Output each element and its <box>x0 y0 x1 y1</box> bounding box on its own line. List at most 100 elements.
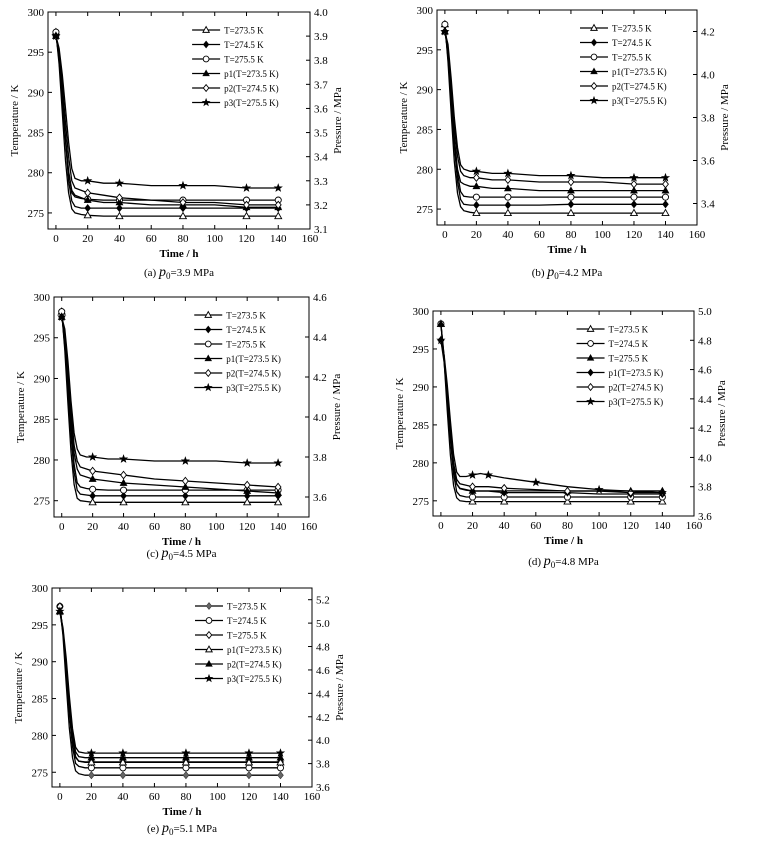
data-point <box>242 458 252 467</box>
y-axis-label: Temperature / K <box>15 371 27 443</box>
data-point <box>629 208 639 217</box>
data-point <box>243 200 250 210</box>
y-tick-label: 285 <box>28 128 45 140</box>
legend-marker <box>587 368 594 377</box>
data-point <box>567 193 575 201</box>
data-point <box>245 753 253 761</box>
legend-marker <box>587 382 594 392</box>
data-point <box>277 771 284 780</box>
data-point <box>626 497 635 505</box>
y-tick-label: 280 <box>28 168 45 180</box>
data-point <box>83 210 92 219</box>
x-tick-label: 20 <box>86 791 98 803</box>
y2-tick-label: 3.6 <box>698 511 712 523</box>
data-point <box>244 748 254 757</box>
x-tick-label: 80 <box>177 233 189 245</box>
data-point <box>88 452 98 461</box>
data-point <box>500 488 508 497</box>
y-tick-label: 275 <box>32 767 49 779</box>
chart-panel-b: 0 20 40 60 80 100 120 140 160 275 280 285 290 295 300 3… <box>398 5 731 281</box>
plot-frame <box>51 587 313 788</box>
series-6 <box>55 606 286 757</box>
legend-marker <box>204 368 212 378</box>
y2-tick-label: 4.0 <box>698 452 712 464</box>
legend-entry: p1(T=273.5 K) <box>227 645 282 655</box>
x-tick-label: 20 <box>87 521 99 533</box>
legend-marker <box>590 81 598 91</box>
legend: T=273.5 K T=274.5 K T=275.5 K p1(T=273.5 K)… <box>195 602 282 684</box>
data-point <box>660 172 671 182</box>
data-point <box>503 184 512 192</box>
legend-entry: T=275.5 K <box>227 631 267 641</box>
y-tick-label: 275 <box>417 204 434 216</box>
y2-tick-label: 5.2 <box>316 595 330 607</box>
data-point <box>242 211 251 220</box>
x-tick-label: 120 <box>622 520 639 532</box>
data-point <box>89 466 97 476</box>
data-point <box>504 201 512 210</box>
y-tick-label: 300 <box>413 306 430 318</box>
x-tick-label: 0 <box>442 229 448 241</box>
legend-entry: p1(T=273.5 K) <box>224 69 279 79</box>
series-5 <box>52 31 282 210</box>
x-tick-label: 60 <box>146 233 158 245</box>
legend-entry: p2(T=274.5 K) <box>224 84 279 94</box>
y-tick-label: 275 <box>413 496 430 508</box>
data-point <box>88 771 95 780</box>
data-point <box>274 482 282 492</box>
data-point <box>243 480 251 490</box>
y2-tick-label: 3.6 <box>316 782 330 794</box>
y2-tick-label: 5.0 <box>316 618 330 630</box>
data-point <box>472 182 481 190</box>
y-tick-label: 300 <box>28 7 45 19</box>
y-tick-label: 290 <box>32 657 49 669</box>
y2-axis-label: Pressure / MPa <box>719 84 731 151</box>
legend-marker <box>202 25 211 33</box>
x-tick-label: 140 <box>272 791 289 803</box>
legend-entry: p3(T=275.5 K) <box>609 397 664 407</box>
data-point <box>563 486 571 496</box>
plot-frame <box>53 296 310 518</box>
y-tick-label: 275 <box>28 208 45 220</box>
legend-marker <box>590 23 598 31</box>
data-point <box>661 193 669 201</box>
series-line <box>55 35 279 208</box>
y2-axis-label: Pressure / MPa <box>332 87 344 154</box>
y2-tick-label: 3.8 <box>698 482 712 494</box>
chart-panel-e: 0 20 40 60 80 100 120 140 160 275 280 285 290 295 300 3… <box>13 583 346 837</box>
x-tick-label: 100 <box>206 233 223 245</box>
series-line <box>440 323 663 503</box>
x-axis-label: Time / h <box>548 244 587 256</box>
legend-marker <box>202 40 210 49</box>
x-tick-label: 140 <box>270 521 287 533</box>
y-tick-label: 280 <box>417 164 434 176</box>
y2-tick-label: 4.0 <box>313 412 327 424</box>
panel-caption: (d) p0=4.8 MPa <box>528 554 599 570</box>
data-point <box>55 606 65 616</box>
y2-tick-label: 3.9 <box>314 31 328 43</box>
plot-frame <box>432 310 695 517</box>
x-tick-label: 80 <box>565 229 577 241</box>
panel-caption: (c) p0=4.5 MPa <box>147 546 217 562</box>
data-point <box>273 497 283 506</box>
legend-marker <box>204 673 214 683</box>
x-tick-label: 160 <box>302 233 319 245</box>
legend-entry: T=274.5 K <box>226 325 266 335</box>
y-axis-label: Temperature / K <box>13 651 25 723</box>
x-tick-label: 60 <box>530 520 542 532</box>
y2-tick-label: 4.2 <box>316 712 330 724</box>
legend-entry: p2(T=274.5 K) <box>612 82 667 92</box>
data-point <box>274 211 283 220</box>
x-tick-label: 0 <box>53 233 59 245</box>
data-point <box>594 484 604 494</box>
legend-entry: T=273.5 K <box>612 24 652 34</box>
x-tick-label: 160 <box>301 521 318 533</box>
y-tick-label: 295 <box>28 47 45 59</box>
x-tick-label: 40 <box>499 520 511 532</box>
data-point <box>275 748 286 757</box>
y-axis-label: Temperature / K <box>394 377 406 449</box>
panel-caption: (e) p0=5.1 MPa <box>147 821 217 837</box>
data-point <box>436 319 445 327</box>
series-1 <box>57 307 283 506</box>
x-tick-label: 100 <box>591 520 608 532</box>
